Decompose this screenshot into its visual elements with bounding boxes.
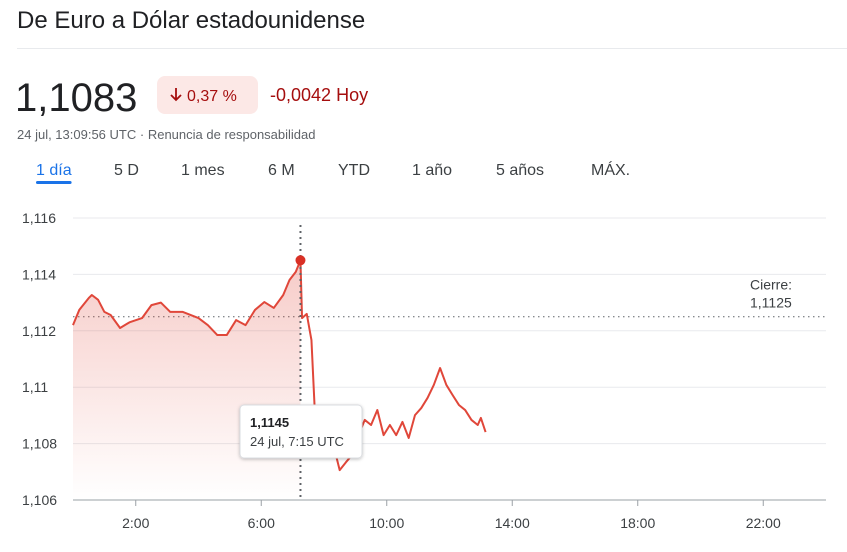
y-tick-label: 1,112 — [22, 323, 56, 339]
range-tab[interactable]: MÁX. — [591, 160, 630, 179]
previous-close-label: 1,1125 — [750, 295, 792, 311]
range-tab[interactable]: 6 M — [268, 162, 295, 179]
down-arrow — [170, 88, 182, 102]
range-tab[interactable]: 1 año — [412, 162, 452, 179]
tooltip-time: 24 jul, 7:15 UTC — [250, 434, 344, 449]
tooltip-box — [239, 404, 363, 459]
hover-point — [295, 255, 306, 266]
timestamp-line: 24 jul, 13:09:56 UTC · Renuncia de respo… — [17, 127, 316, 142]
y-tick-label: 1,114 — [22, 266, 56, 282]
x-tick-label: 2:00 — [122, 515, 149, 531]
chart: 1,116 1,114 1,112 1,11 1,108 1,106 2:00 6:00 10:… — [22, 210, 826, 531]
change-period: Hoy — [336, 85, 368, 105]
change-badge — [157, 76, 258, 114]
range-tab[interactable]: YTD — [338, 162, 370, 179]
active-tab-underline — [36, 181, 72, 184]
y-tick-label: 1,116 — [22, 210, 56, 226]
price-line — [72, 259, 487, 472]
page-title: De Euro a Dólar estadounidense — [17, 7, 365, 34]
change-line: -0,0042 Hoy — [270, 85, 368, 105]
change-value: -0,0042 — [270, 85, 331, 105]
x-tick-label: 18:00 — [620, 515, 655, 531]
y-tick-label: 1,106 — [22, 492, 57, 508]
y-tick-label: 1,11 — [22, 379, 48, 395]
x-tick-label: 22:00 — [746, 515, 781, 531]
price: 1,1083 — [15, 76, 137, 120]
range-tab[interactable]: 5 D — [114, 162, 139, 179]
separator: · — [140, 127, 144, 142]
y-tick-label: 1,108 — [22, 436, 57, 452]
disclaimer[interactable]: Renuncia de responsabilidad — [148, 127, 316, 142]
timestamp: 24 jul, 13:09:56 UTC — [17, 127, 136, 142]
change-percent: 0,37 % — [187, 88, 237, 105]
area — [73, 260, 301, 500]
range-tabs: 1 día 5 D 1 mes 6 M YTD 1 año 5 años MÁX. — [36, 160, 630, 184]
x-tick-label: 6:00 — [248, 515, 275, 531]
x-tick-label: 10:00 — [369, 515, 404, 531]
range-tab[interactable]: 1 día — [36, 162, 72, 179]
previous-close-title: Cierre: — [750, 277, 792, 293]
range-tab[interactable]: 1 mes — [181, 162, 225, 179]
tooltip-value: 1,1145 — [250, 415, 289, 430]
x-tick-label: 14:00 — [495, 515, 530, 531]
range-tab[interactable]: 5 años — [496, 162, 544, 179]
